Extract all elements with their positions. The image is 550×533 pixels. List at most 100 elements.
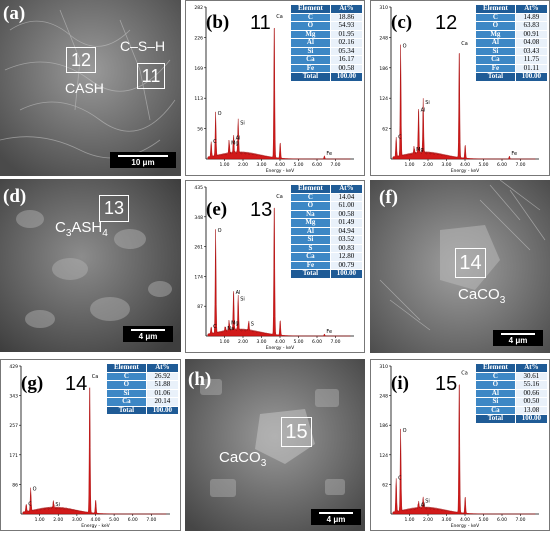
element-cell: Mg	[291, 218, 330, 227]
x-tick-label: 4.00	[460, 162, 470, 168]
element-cell: Ca	[476, 55, 515, 64]
element-cell: C	[476, 13, 515, 21]
element-cell: Total	[291, 72, 330, 81]
x-tick-label: 6.00	[128, 517, 138, 523]
x-tick-label: 1.00	[404, 162, 414, 168]
table-row: O 61.00	[291, 201, 362, 210]
at-percent-cell: 05.34	[330, 47, 362, 55]
sem-image-a: (a) 12 11 CASH C–S–H 10 μm	[0, 0, 181, 176]
y-tick-label: 124	[379, 96, 388, 102]
x-tick-label: 1.00	[35, 517, 45, 523]
peak-label: Si	[240, 297, 245, 303]
y-tick-label: 248	[379, 35, 388, 41]
scale-bar-a: 10 μm	[110, 152, 176, 168]
x-tick-label: 2.00	[423, 517, 433, 523]
composition-table-c: Element At% C 14.89 O 63.83 Mg 00.91 Al 04.08 Si 03…	[475, 4, 548, 82]
element-cell: O	[291, 21, 330, 30]
at-percent-cell: 03.43	[515, 47, 547, 55]
phase-label-cash: CASH	[65, 80, 104, 96]
eds-plot-b: 282 226 169 113 56 1.00 2.00 3.00 4.00 5.00 6.00 7.…	[194, 5, 354, 174]
composition-table-b: Element At% C 18.86 O 54.93 Mg 01.95 Al 02.16 Si 05…	[290, 4, 363, 82]
y-tick-label: 310	[379, 364, 388, 370]
at-percent-cell: 03.52	[330, 235, 362, 244]
table-row: Ca 12.80	[291, 252, 362, 261]
table-row: Al 04.08	[476, 38, 547, 47]
table-row: Si 03.43	[476, 47, 547, 55]
table-row: S 00.83	[291, 244, 362, 252]
peak-label: Fe	[326, 329, 332, 335]
at-percent-cell: 63.83	[515, 21, 547, 30]
table-row: C 18.86	[291, 13, 362, 21]
at-percent-cell: 100.00	[330, 269, 362, 278]
x-axis-title: Energy - keV	[266, 168, 295, 174]
peak-label: Na	[227, 326, 234, 332]
table-header-row: Element At%	[291, 4, 362, 13]
element-cell: Total	[476, 414, 515, 423]
panel-label-g: (g)	[21, 373, 44, 394]
eds-spectrum-i: 310 248 186 124 62 1.00 2.00 3.00 4.00 5.00 6.00 7.…	[370, 359, 550, 531]
y-tick-label: 174	[194, 274, 203, 280]
at-percent-cell: 12.80	[330, 252, 362, 261]
scale-bar-label: 4 μm	[326, 515, 346, 524]
x-tick-label: 4.00	[90, 517, 100, 523]
peak-label: O	[218, 111, 222, 117]
header-at-percent: At%	[330, 4, 362, 13]
table-row: Fe 00.58	[291, 64, 362, 72]
x-tick-label: 3.00	[72, 517, 82, 523]
table-row: Al 04.94	[291, 227, 362, 235]
x-axis-title: Energy - keV	[266, 345, 295, 351]
panel-label-a: (a)	[3, 3, 26, 24]
eds-plot-g: 429 343 257 171 86 1.00 2.00 3.00 4.00 5.00 6.00 7.…	[9, 364, 170, 529]
element-cell: C	[107, 372, 146, 380]
x-tick-label: 5.00	[478, 162, 488, 168]
peak-label: O	[218, 228, 222, 234]
y-tick-label: 282	[194, 5, 203, 11]
y-tick-label: 113	[194, 96, 203, 102]
at-percent-cell: 30.61	[515, 372, 547, 380]
at-percent-cell: 04.08	[515, 38, 547, 47]
element-cell: C	[291, 13, 330, 21]
header-at-percent: At%	[330, 184, 362, 193]
x-axis-title: Energy - keV	[81, 523, 110, 529]
y-tick-label: 86	[12, 482, 18, 488]
at-percent-cell: 13.08	[515, 406, 547, 414]
element-cell: Al	[291, 227, 330, 235]
element-cell: Fe	[291, 64, 330, 72]
spectrum-area	[22, 387, 167, 515]
element-cell: Al	[476, 389, 515, 397]
peak-label: Mg	[416, 147, 424, 153]
x-tick-label: 7.00	[515, 517, 525, 523]
at-percent-cell: 02.16	[330, 38, 362, 47]
at-percent-cell: 00.66	[515, 389, 547, 397]
table-row: O 51.88	[107, 380, 178, 389]
at-percent-cell: 18.86	[330, 13, 362, 21]
element-cell: Si	[291, 235, 330, 244]
table-row: Na 00.58	[291, 210, 362, 218]
eds-spectrum-g: 429 343 257 171 86 1.00 2.00 3.00 4.00 5.00 6.00 7.…	[0, 359, 181, 531]
phase-label-csh: C–S–H	[120, 38, 166, 54]
eds-spectrum-b: 282 226 169 113 56 1.00 2.00 3.00 4.00 5.00 6.00 7.…	[185, 0, 365, 176]
element-cell: Fe	[476, 64, 515, 72]
peak-label: Fe	[326, 151, 332, 157]
x-tick-label: 6.00	[497, 517, 507, 523]
element-cell: Total	[107, 406, 146, 414]
y-tick-label: 56	[197, 127, 203, 133]
table-row: Ca 13.08	[476, 406, 547, 414]
at-percent-cell: 16.17	[330, 55, 362, 64]
table-row: C 14.89	[476, 13, 547, 21]
peak-label: O	[33, 487, 37, 493]
element-cell: O	[476, 380, 515, 389]
spectrum-area	[207, 27, 351, 160]
x-tick-label: 1.00	[404, 517, 414, 523]
y-tick-label: 348	[194, 215, 203, 221]
element-cell: Mg	[291, 30, 330, 38]
y-tick-label: 169	[194, 66, 203, 72]
table-row: Si 03.52	[291, 235, 362, 244]
table-row: Total 100.00	[476, 414, 547, 423]
table-row: Fe 01.11	[476, 64, 547, 72]
x-axis-title: Energy - keV	[451, 523, 480, 529]
table-row: Ca 11.75	[476, 55, 547, 64]
x-tick-label: 5.00	[478, 517, 488, 523]
y-tick-label: 62	[382, 482, 388, 488]
peak-label: C	[398, 134, 402, 140]
